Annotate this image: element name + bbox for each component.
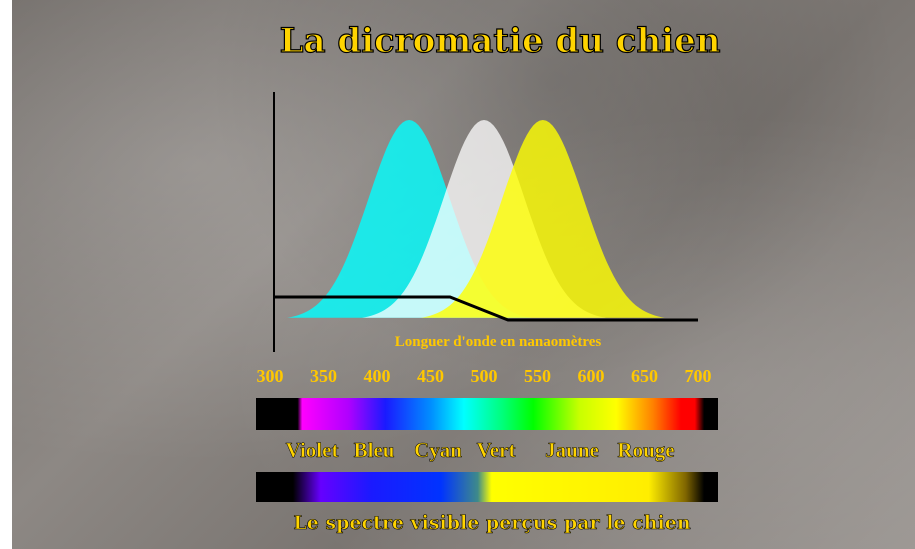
spectrum-label: Cyan [414, 438, 462, 462]
spectrum-color-labels: Violet Bleu Cyan Vert Jaune Rouge [286, 438, 675, 462]
full-spectrum-bar [256, 398, 718, 430]
spectral-sensitivity-chart: La dicromatie du chien Longuer d'onde en… [12, 0, 915, 549]
x-tick-label: 450 [417, 366, 444, 386]
x-axis-ticks: 300 350 400 450 500 550 600 650 700 [257, 366, 712, 386]
spectrum-label: Vert [477, 438, 516, 462]
x-tick-label: 400 [364, 366, 391, 386]
spectrum-label: Bleu [354, 438, 395, 462]
spectrum-label: Rouge [617, 438, 674, 462]
spectrum-label: Violet [286, 438, 339, 462]
x-tick-label: 550 [524, 366, 551, 386]
x-tick-label: 300 [257, 366, 284, 386]
x-tick-label: 700 [685, 366, 712, 386]
dog-spectrum-bar [256, 472, 718, 502]
x-tick-label: 650 [631, 366, 658, 386]
x-tick-label: 600 [578, 366, 605, 386]
spectrum-label: Jaune [545, 438, 599, 462]
chart-title: La dicromatie du chien [280, 21, 721, 61]
dog-spectrum-caption: Le spectre visible perçus par le chien [293, 512, 690, 534]
x-tick-label: 500 [471, 366, 498, 386]
dichromacy-figure: La dicromatie du chien Longuer d'onde en… [12, 0, 915, 549]
x-axis-label: Longuer d'onde en nanaomètres [395, 334, 602, 350]
x-tick-label: 350 [310, 366, 337, 386]
sensitivity-curves [287, 120, 665, 318]
